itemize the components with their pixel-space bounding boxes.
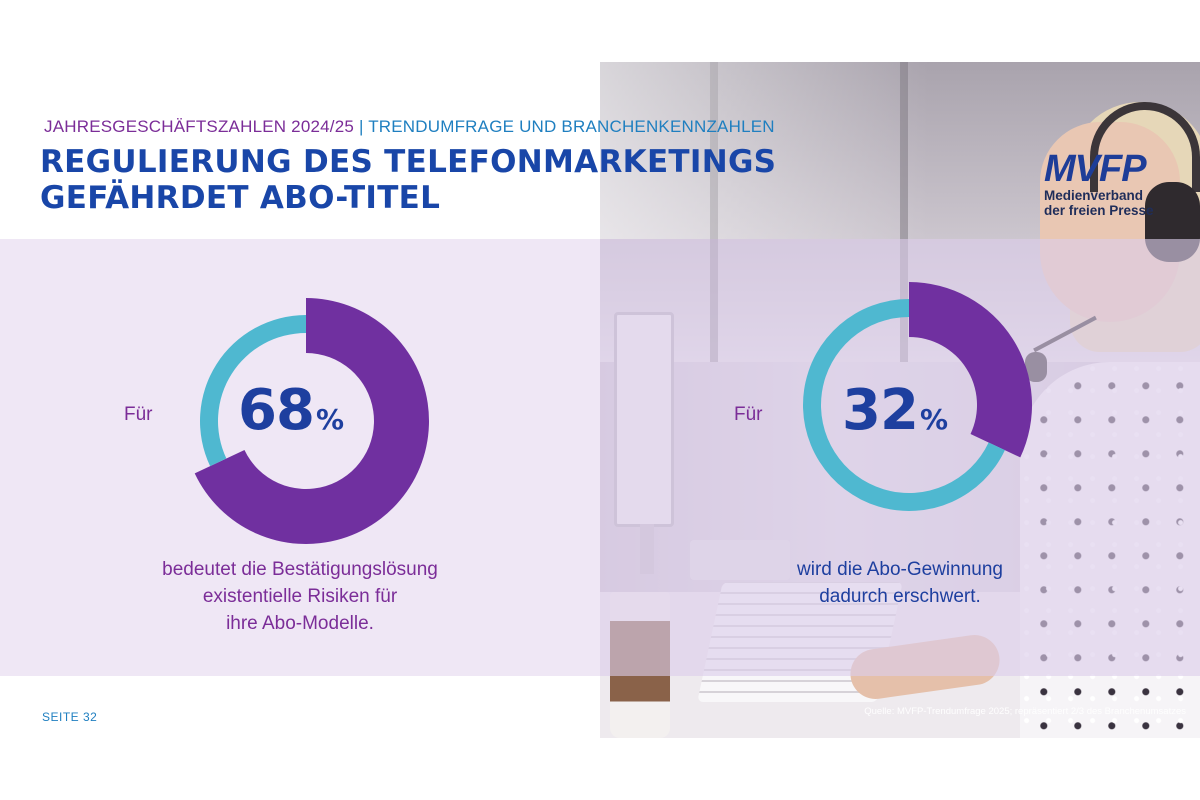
percent-value-2: 32 <box>842 378 919 443</box>
kicker-secondary: TRENDUMFRAGE UND BRANCHENKENNZAHLEN <box>368 117 775 136</box>
caption-2: wird die Abo-Gewinnung dadurch erschwert… <box>700 556 1100 610</box>
donut-remainder-slice <box>199 315 306 467</box>
mvfp-logo: MVFP Medienverband der freien Presse <box>1044 150 1194 218</box>
kicker-separator: | <box>358 117 364 136</box>
prefix-label-2: Für <box>734 404 763 425</box>
percent-value-1: 68 <box>238 378 315 443</box>
logo-line-1: Medienverband <box>1044 188 1144 203</box>
donut-chart-2 <box>786 282 1032 528</box>
donut-2-svg <box>803 282 1032 511</box>
header-fade <box>600 62 1200 239</box>
caption-1: bedeutet die Bestätigungslösung existent… <box>100 556 500 637</box>
prefix-label-1: Für <box>124 404 153 425</box>
percent-unit-1: % <box>315 403 344 436</box>
caption-1-line: ihre Abo-Modelle. <box>226 613 374 634</box>
left-panel <box>0 239 600 676</box>
caption-1-line: bedeutet die Bestätigungslösung <box>162 559 438 580</box>
percent-label-1: 68% <box>238 378 344 443</box>
page-title: REGULIERUNG DES TELEFONMARKETINGS GEFÄHR… <box>40 144 776 216</box>
donut-1-svg <box>194 298 429 544</box>
caption-2-line: dadurch erschwert. <box>819 586 981 607</box>
percent-unit-2: % <box>919 403 948 436</box>
title-line-2: GEFÄHRDET ABO-TITEL <box>40 180 441 216</box>
logo-mark: MVFP <box>1044 148 1147 190</box>
kicker: JAHRESGESCHÄFTSZAHLEN 2024/25 | TRENDUMF… <box>44 117 775 137</box>
logo-line-2: der freien Presse <box>1044 203 1154 218</box>
page-number: SEITE 32 <box>42 710 98 724</box>
caption-1-line: existentielle Risiken für <box>202 586 398 607</box>
donut-highlight-slice <box>194 298 429 544</box>
percent-label-2: 32% <box>842 378 948 443</box>
donut-highlight-slice <box>909 282 1032 458</box>
source-note: Quelle: MVFP-Trendumfrage 2025; repräsen… <box>864 706 1186 717</box>
donut-chart-1 <box>183 298 429 544</box>
title-line-1: REGULIERUNG DES TELEFONMARKETINGS <box>40 144 777 180</box>
caption-2-line: wird die Abo-Gewinnung <box>797 559 1003 580</box>
kicker-primary: JAHRESGESCHÄFTSZAHLEN 2024/25 <box>44 117 355 136</box>
